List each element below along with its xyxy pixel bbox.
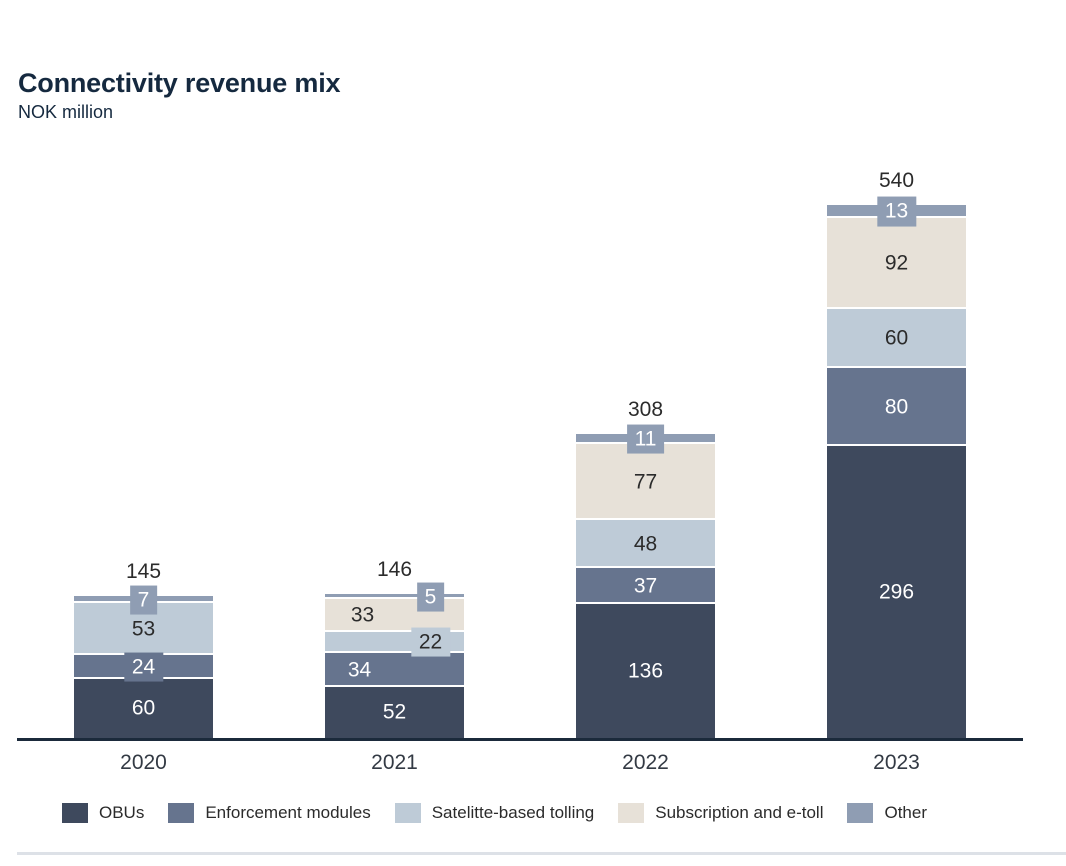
value-label-2022-enforcement-modules: 37 — [633, 574, 658, 598]
segment-2022-obus — [576, 604, 715, 738]
value-label-2021-other: 5 — [416, 582, 445, 612]
value-label-2022-subscription-and-e-toll: 77 — [633, 470, 658, 494]
value-label-2021-enforcement-modules: 34 — [347, 658, 372, 682]
chart-subtitle: NOK million — [18, 102, 114, 122]
legend-swatch-satelitte-based-tolling — [394, 803, 421, 823]
segment-2023-satelitte-based-tolling — [827, 308, 966, 368]
legend-item-obus: OBUs — [62, 803, 144, 823]
legend-label-other: Other — [884, 803, 928, 822]
value-label-2020-satelitte-based-tolling: 53 — [131, 617, 156, 641]
value-label-2023-enforcement-modules: 80 — [884, 395, 909, 419]
value-label-2021-subscription-and-e-toll: 33 — [350, 603, 375, 627]
value-label-2022-satelitte-based-tolling: 48 — [633, 532, 658, 556]
value-label-2022-obus: 136 — [627, 659, 664, 683]
segment-2020-obus — [74, 678, 213, 738]
segment-2023-subscription-and-e-toll — [827, 217, 966, 309]
value-label-2023-subscription-and-e-toll: 92 — [884, 251, 909, 275]
value-label-2023-satelitte-based-tolling: 60 — [884, 326, 909, 350]
x-label-2022: 2022 — [622, 751, 669, 774]
value-label-2022-other: 11 — [626, 424, 665, 454]
legend-swatch-obus — [62, 803, 88, 823]
segment-2023-obus — [827, 446, 966, 738]
segment-2022-enforcement-modules — [576, 567, 715, 605]
x-label-2021: 2021 — [371, 751, 418, 774]
legend-swatch-enforcement-modules — [168, 803, 195, 823]
legend-item-subscription-and-e-toll: Subscription and e-toll — [618, 803, 823, 823]
legend-swatch-subscription-and-e-toll — [618, 803, 645, 823]
chart-title: Connectivity revenue mix — [18, 68, 341, 98]
segment-2022-subscription-and-e-toll — [576, 444, 715, 521]
value-label-2021-satelitte-based-tolling: 22 — [410, 627, 451, 658]
segment-2022-satelitte-based-tolling — [576, 520, 715, 568]
total-label-2021: 146 — [376, 558, 413, 582]
segment-2021-other — [325, 594, 464, 600]
x-label-2020: 2020 — [120, 751, 167, 774]
legend-swatch-other — [847, 803, 874, 823]
legend-label-obus: OBUs — [99, 803, 145, 822]
value-label-2023-obus: 296 — [878, 580, 915, 604]
value-label-2020-enforcement-modules: 24 — [123, 652, 164, 682]
legend-label-enforcement-modules: Enforcement modules — [205, 803, 371, 822]
segment-2023-enforcement-modules — [827, 367, 966, 447]
bottom-divider — [17, 852, 1066, 855]
total-label-2020: 145 — [125, 560, 162, 584]
legend-label-satelitte-based-tolling: Satelitte-based tolling — [431, 803, 595, 822]
legend-label-subscription-and-e-toll: Subscription and e-toll — [655, 803, 824, 822]
total-label-2023: 540 — [878, 169, 915, 193]
value-label-2020-obus: 60 — [131, 696, 156, 720]
total-label-2022: 308 — [627, 397, 664, 421]
legend: OBUs Enforcement modules Satelitte-based t… — [62, 800, 927, 826]
segment-2021-enforcement-modules — [325, 653, 464, 687]
legend-item-enforcement-modules: Enforcement modules — [168, 803, 371, 823]
value-label-2021-obus: 52 — [382, 700, 407, 724]
x-axis-line — [17, 738, 1023, 741]
segment-2021-obus — [325, 686, 464, 738]
legend-item-other: Other — [847, 803, 927, 823]
x-label-2023: 2023 — [873, 751, 920, 774]
legend-item-satelitte-based-tolling: Satelitte-based tolling — [394, 803, 595, 823]
value-label-2023-other: 13 — [876, 196, 917, 227]
value-label-2020-other: 7 — [129, 585, 158, 615]
